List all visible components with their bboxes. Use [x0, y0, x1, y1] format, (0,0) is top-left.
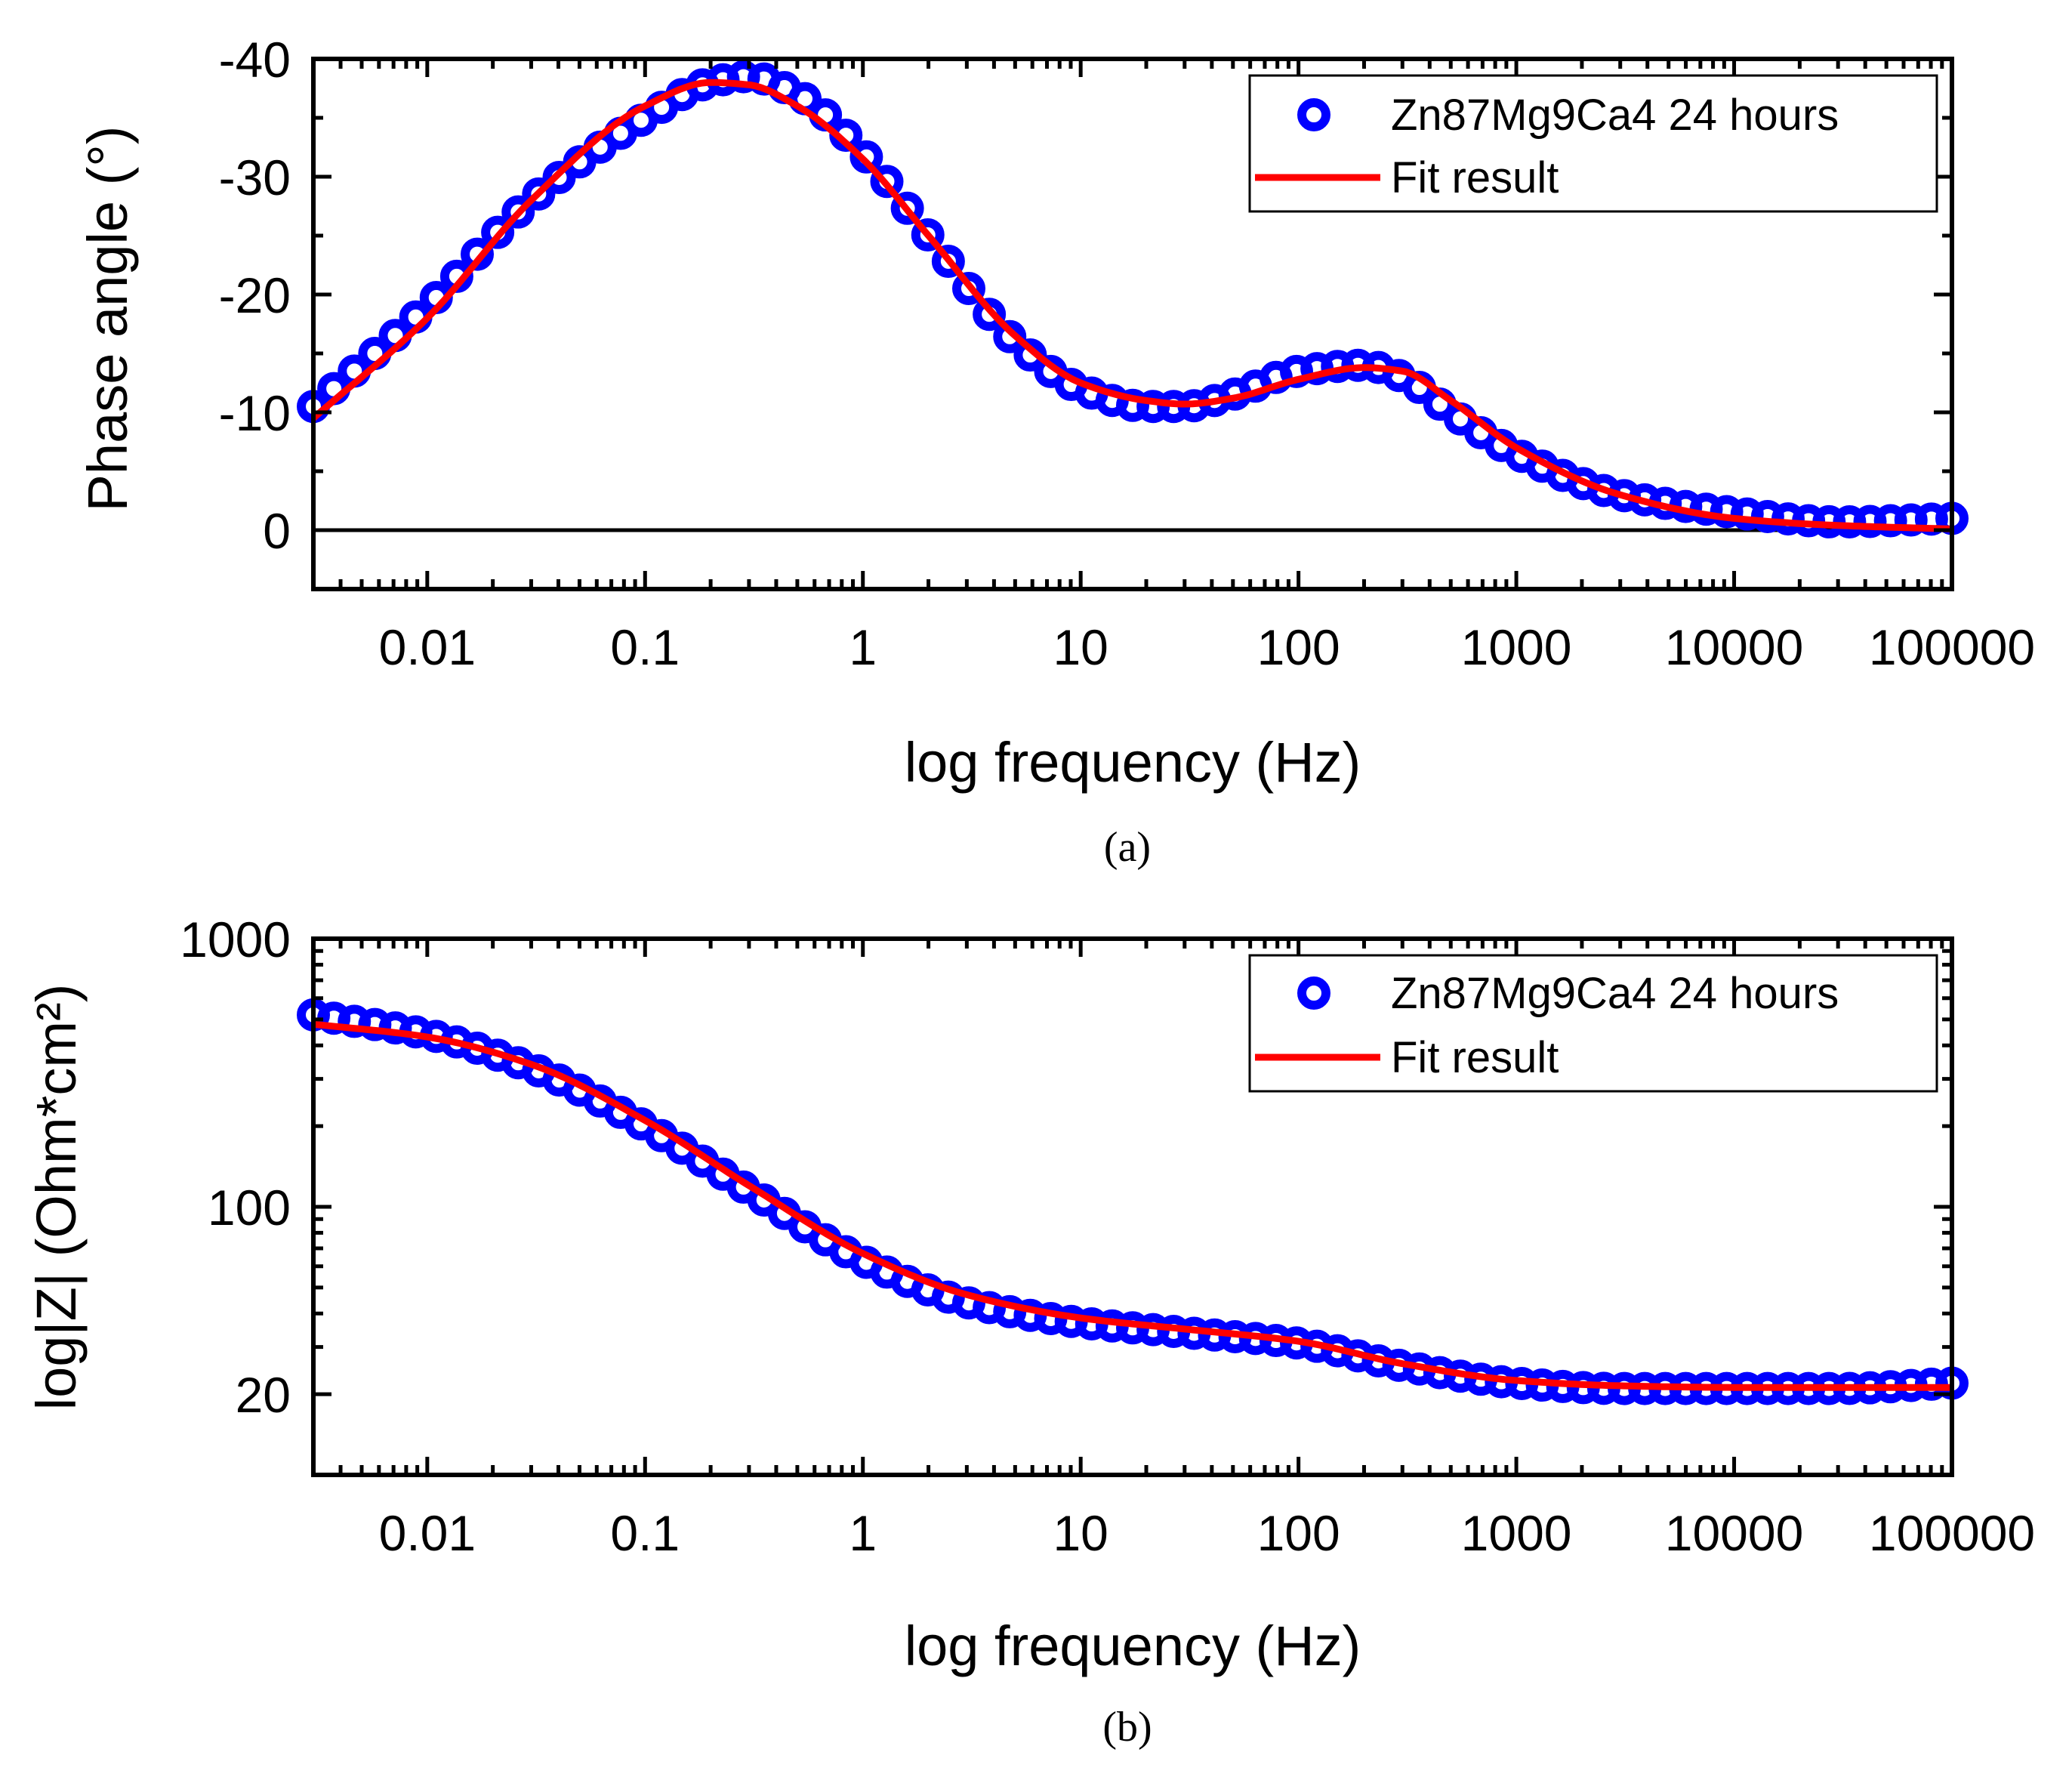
data-point: [849, 140, 883, 174]
y-tick-label: -20: [219, 267, 291, 323]
x-tick-label: 10000: [1665, 1505, 1804, 1561]
impedance-plot-frame: [311, 936, 1954, 1477]
data-point: [481, 215, 515, 249]
legend-entry-fit: Fit result: [1391, 1033, 1559, 1082]
x-tick-label: 100: [1257, 619, 1340, 675]
y-tick-label: 0: [263, 503, 291, 559]
data-point: [911, 217, 945, 251]
y-tick-label: 1000: [180, 912, 291, 967]
x-tick-label: 10: [1053, 1505, 1108, 1561]
data-point: [522, 177, 556, 211]
y-tick-label: -40: [219, 32, 291, 88]
impedance-y-axis-label: log|Z| (Ohm*cm²): [25, 984, 88, 1411]
legend-circle-marker: [1297, 98, 1330, 131]
panel-label-b: (b): [1102, 1704, 1152, 1751]
x-tick-label: 0.1: [610, 619, 680, 675]
data-point: [501, 195, 535, 229]
y-tick-label: 100: [208, 1180, 291, 1236]
impedance-y-tick-labels: 20 100 1000: [180, 912, 291, 1423]
y-tick-label: 20: [236, 1367, 291, 1423]
y-tick-label: -30: [219, 150, 291, 205]
phase-y-axis-label: Phase angle (°): [76, 126, 139, 512]
impedance-x-tick-labels: 0.01 0.1 1 10 100 1000 10000 100000: [379, 1505, 2036, 1561]
legend-circle-marker: [1297, 976, 1330, 1010]
x-tick-label: 10000: [1665, 619, 1804, 675]
legend-entry-data: Zn87Mg9Ca4 24 hours: [1391, 91, 1839, 140]
panel-label-a: (a): [1104, 824, 1151, 871]
legend-entry-fit: Fit result: [1391, 153, 1559, 202]
phase-x-axis-label: log frequency (Hz): [905, 731, 1361, 794]
data-point: [952, 271, 985, 305]
data-point: [870, 165, 904, 199]
legend-box: [1248, 74, 1938, 213]
legend-box: [1248, 954, 1938, 1093]
phase-x-tick-labels: 0.01 0.1 1 10 100 1000 10000 100000: [379, 619, 2036, 675]
x-tick-label: 0.01: [379, 1505, 476, 1561]
phase-fit-curve: [311, 79, 1953, 532]
data-point: [890, 191, 924, 225]
x-tick-label: 1000: [1461, 619, 1572, 675]
phase-legend: Zn87Mg9Ca4 24 hours Fit result: [1248, 74, 1938, 213]
impedance-panel: 0.01 0.1 1 10 100 1000 10000 100000 20 100 1000 l…: [25, 912, 2035, 1751]
x-tick-label: 100000: [1869, 1505, 2035, 1561]
impedance-fit-curve: [313, 1020, 1952, 1391]
data-point: [993, 319, 1027, 353]
impedance-x-axis-label: log frequency (Hz): [905, 1615, 1361, 1677]
x-tick-label: 0.01: [379, 619, 476, 675]
x-tick-label: 10: [1053, 619, 1108, 675]
phase-plot-frame: [311, 57, 1954, 591]
legend-entry-data: Zn87Mg9Ca4 24 hours: [1391, 969, 1839, 1018]
x-tick-label: 0.1: [610, 1505, 680, 1561]
data-point: [931, 244, 965, 278]
x-tick-label: 100: [1257, 1505, 1340, 1561]
x-tick-label: 1000: [1461, 1505, 1572, 1561]
x-tick-label: 1: [849, 619, 877, 675]
data-point: [973, 298, 1007, 332]
y-tick-label: -10: [219, 385, 291, 441]
data-point: [542, 160, 576, 194]
x-tick-label: 100000: [1869, 619, 2035, 675]
x-tick-label: 1: [849, 1505, 877, 1561]
phase-y-tick-labels: -40 -30 -20 -10 0: [219, 32, 291, 559]
impedance-legend: Zn87Mg9Ca4 24 hours Fit result: [1248, 954, 1938, 1093]
phase-angle-plot-area: [297, 60, 1969, 538]
phase-angle-panel: 0.01 0.1 1 10 100 1000 10000 100000 -40 -30 -20 -1…: [76, 32, 2035, 871]
